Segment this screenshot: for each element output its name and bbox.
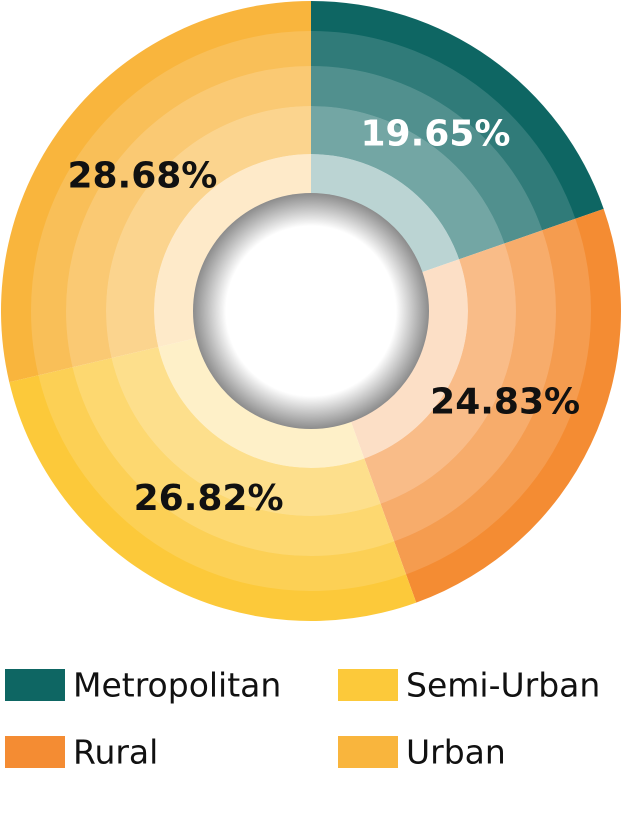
donut-hole — [193, 193, 429, 429]
slice — [0, 1, 311, 383]
shade-ring — [66, 66, 556, 556]
value-label: 24.83% — [430, 381, 580, 422]
legend-swatch — [5, 669, 65, 701]
legend-label: Rural — [73, 733, 158, 772]
legend-label: Metropolitan — [73, 666, 281, 705]
slice — [350, 208, 621, 603]
legend: Metropolitan Rural Semi-Urban Urban — [5, 666, 600, 772]
legend-swatch — [338, 736, 398, 768]
slice — [9, 337, 417, 621]
value-label: 28.68% — [67, 156, 217, 197]
value-label: 26.82% — [134, 478, 284, 519]
shade-ring — [31, 31, 591, 591]
donut: 19.65% 24.83% 26.82% 28.68% — [0, 1, 621, 621]
legend-swatch — [338, 669, 398, 701]
legend-swatch — [5, 736, 65, 768]
legend-label: Urban — [406, 733, 506, 772]
value-label: 19.65% — [360, 114, 510, 155]
shade-ring — [154, 154, 468, 468]
shade-ring — [106, 106, 516, 516]
legend-label: Semi-Urban — [406, 666, 600, 705]
